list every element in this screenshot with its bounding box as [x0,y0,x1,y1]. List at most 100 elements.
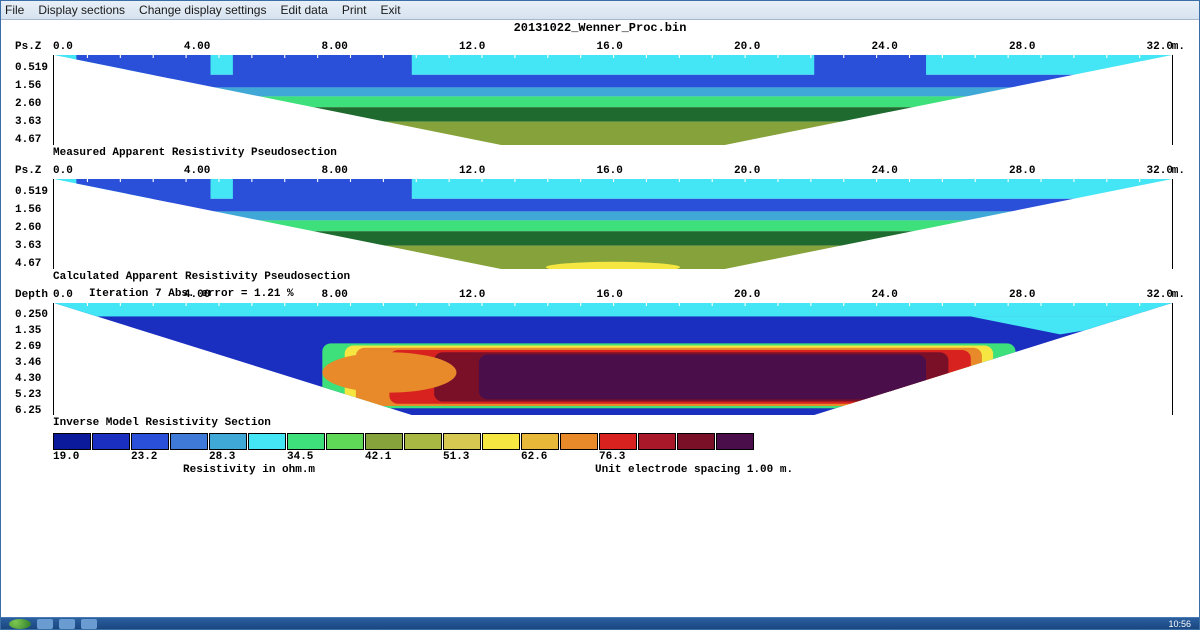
section-caption: Inverse Model Resistivity Section [53,417,1191,429]
legend-value: 28.3 [209,451,287,463]
content-area: 20131022_Wenner_Proc.bin Ps.Z m. 0.0 4.00 8.… [1,20,1199,476]
x-tick: 24.0 [872,165,898,179]
x-tick: 32.0 [1147,41,1173,55]
iteration-info: Iteration 7 Abs. error = 1.21 % [89,288,294,300]
legend-swatch [92,433,130,450]
menu-exit[interactable]: Exit [381,3,401,17]
y-tick: 5.23 [15,387,48,403]
file-title: 20131022_Wenner_Proc.bin [9,20,1191,35]
taskbar-app-icon[interactable] [37,619,53,629]
resistivity-plot [53,55,1173,145]
legend-value: 42.1 [365,451,443,463]
taskbar-apps [37,619,97,629]
color-legend: 19.023.228.334.542.151.362.676.3 Resisti… [53,433,1191,476]
legend-swatch [482,433,520,450]
pseudosection-1: Ps.Zm.0.04.008.0012.016.020.024.028.032.… [9,165,1191,283]
menu-file[interactable]: File [5,3,24,17]
legend-value: 34.5 [287,451,365,463]
x-unit-label: m. [1172,289,1185,301]
y-tick: 3.63 [15,237,48,255]
menu-display-sections[interactable]: Display sections [38,3,125,17]
y-tick: 6.25 [15,403,48,419]
y-axis-ticks: 0.5191.562.603.634.67 [15,183,48,273]
legend-swatch [716,433,754,450]
x-tick: 16.0 [596,289,622,303]
legend-swatch [638,433,676,450]
x-tick: 8.00 [321,41,347,55]
x-tick: 24.0 [872,41,898,55]
x-tick: 4.00 [184,165,210,179]
menu-print[interactable]: Print [342,3,367,17]
legend-swatch [560,433,598,450]
y-axis-ticks: 0.2501.352.693.464.305.236.25 [15,307,48,419]
x-tick: 28.0 [1009,289,1035,303]
legend-spacing-label: Unit electrode spacing 1.00 m. [595,464,793,476]
y-tick: 2.69 [15,339,48,355]
pseudosection-0: Ps.Zm.0.04.008.0012.016.020.024.028.032.… [9,41,1191,159]
x-tick: 12.0 [459,289,485,303]
menu-bar: File Display sections Change display set… [1,1,1199,20]
legend-swatch [131,433,169,450]
x-tick: 20.0 [734,41,760,55]
menu-change-display-settings[interactable]: Change display settings [139,3,266,17]
legend-value: 51.3 [443,451,521,463]
y-tick: 2.60 [15,95,48,113]
x-tick: 24.0 [872,289,898,303]
y-tick: 4.67 [15,255,48,273]
pseudosection-2: Depth m. Iteration 7 Abs. error = 1.21 % 0.… [9,289,1191,429]
x-axis-ticks: 0.04.008.0012.016.020.024.028.032.0 [53,41,1173,55]
y-tick: 2.60 [15,219,48,237]
y-tick: 4.30 [15,371,48,387]
x-tick: 8.00 [321,289,347,303]
x-tick: 0.0 [53,289,73,303]
resistivity-plot [53,303,1173,415]
y-tick: 3.46 [15,355,48,371]
taskbar: 10:56 [1,617,1199,629]
x-unit-label: m. [1172,165,1185,177]
taskbar-app-icon[interactable] [81,619,97,629]
legend-swatch [521,433,559,450]
legend-value: 62.6 [521,451,599,463]
y-tick: 4.67 [15,131,48,149]
depth-unit-label: Ps.Z [15,41,41,53]
y-tick: 0.519 [15,59,48,77]
depth-unit-label: Ps.Z [15,165,41,177]
legend-swatch [599,433,637,450]
y-tick: 0.519 [15,183,48,201]
legend-swatch [53,433,91,450]
legend-swatch [365,433,403,450]
depth-unit-label: Depth [15,289,48,301]
x-tick: 20.0 [734,289,760,303]
legend-swatch [404,433,442,450]
x-tick: 16.0 [596,165,622,179]
x-tick: 12.0 [459,41,485,55]
legend-swatch [443,433,481,450]
legend-swatch [287,433,325,450]
y-tick: 0.250 [15,307,48,323]
x-tick: 12.0 [459,165,485,179]
y-tick: 3.63 [15,113,48,131]
legend-unit-label: Resistivity in ohm.m [183,464,315,476]
x-tick: 32.0 [1147,289,1173,303]
section-caption: Measured Apparent Resistivity Pseudosect… [53,147,1191,159]
x-tick: 8.00 [321,165,347,179]
section-caption: Calculated Apparent Resistivity Pseudose… [53,271,1191,283]
legend-value: 76.3 [599,451,677,463]
taskbar-app-icon[interactable] [59,619,75,629]
legend-swatch [170,433,208,450]
y-tick: 1.35 [15,323,48,339]
start-button[interactable] [9,619,31,629]
x-tick: 0.0 [53,41,73,55]
legend-swatch [326,433,364,450]
x-axis-ticks: 0.04.008.0012.016.020.024.028.032.0 [53,165,1173,179]
x-tick: 20.0 [734,165,760,179]
legend-value: 19.0 [53,451,131,463]
x-tick: 32.0 [1147,165,1173,179]
y-axis-ticks: 0.5191.562.603.634.67 [15,59,48,149]
legend-value: 23.2 [131,451,209,463]
legend-swatch [677,433,715,450]
legend-swatch [209,433,247,450]
x-unit-label: m. [1172,41,1185,53]
menu-edit-data[interactable]: Edit data [280,3,327,17]
resistivity-plot [53,179,1173,269]
